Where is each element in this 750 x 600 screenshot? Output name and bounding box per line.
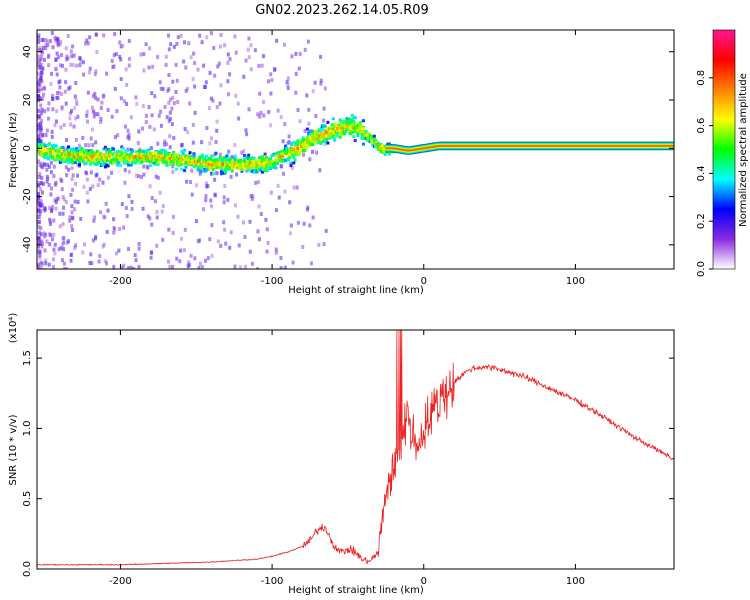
spectrogram-ridge [385,141,674,155]
spectrogram-x-tick-label: -100 [261,276,284,287]
snr-y-tick-label: 1.5 [22,350,33,366]
snr-x-axis-label: Height of straight line (km) [288,585,424,596]
snr-x-tick-label: -100 [261,576,284,587]
snr-x-tick-label: 100 [566,576,585,587]
colorbar-gradient [712,29,736,270]
colorbar-tick-label: 0.2 [696,213,707,229]
snr-panel: -200 -100 0 100 0.0 0.5 1.0 1.5 Height of stra… [8,313,675,596]
spectrogram-x-tick-label: -200 [109,276,132,287]
spectrogram-y-tick-label: 20 [22,94,33,107]
spectrogram-y-tick-label: 40 [22,45,33,58]
snr-y-tick-label: 0.5 [22,491,33,507]
spectrogram-y-tick-label: 0 [22,145,33,151]
spectrogram-y-tick-label: -20 [22,188,33,204]
colorbar: 0.0 0.2 0.4 0.6 0.8 Normalized spectral ampl… [696,29,749,277]
figure-title: GN02.2023.262.14.05.R09 [255,3,429,18]
spectrogram-y-axis-label: Frequency (Hz) [8,112,19,188]
spectrogram-x-tick-label: 100 [566,276,585,287]
colorbar-tick-label: 0.6 [696,118,707,134]
spectrogram-energy-band [37,113,397,176]
colorbar-tick-label: 0.0 [696,261,707,277]
colorbar-tick-label: 0.4 [696,165,707,181]
snr-y-tick-label: 1.0 [22,420,33,436]
snr-x-tick-label: 0 [421,576,427,587]
spectrogram-noise-speckle [37,31,328,269]
snr-series-line [37,330,674,566]
snr-y-axis-label: SNR (10 * v/v) [8,414,19,485]
snr-frame [36,329,675,570]
colorbar-tick-label: 0.8 [696,70,707,86]
spectrogram-frame [36,29,675,270]
spectrogram-x-axis-label: Height of straight line (km) [288,285,424,296]
snr-y-tick-label: 0.0 [22,561,33,577]
spectrogram-y-tick-label: -40 [22,237,33,253]
snr-background [37,330,674,569]
snr-x-tick-label: -200 [109,576,132,587]
colorbar-label: Normalized spectral amplitude [738,73,749,227]
spectrogram-x-tick-label: 0 [421,276,427,287]
snr-y-multiplier: (x10⁴) [8,313,19,344]
